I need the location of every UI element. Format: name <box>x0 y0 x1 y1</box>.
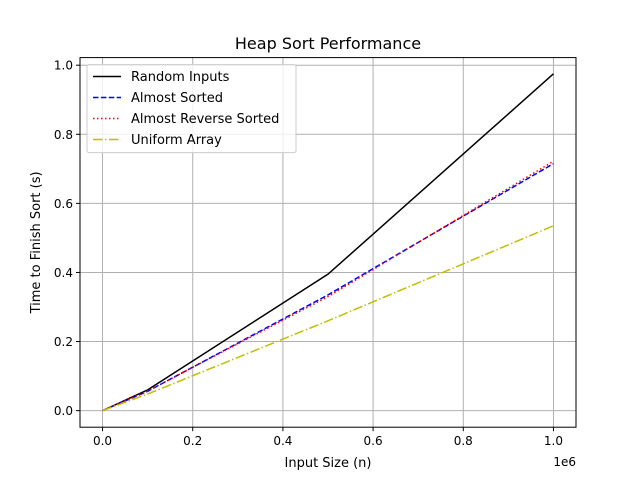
y-tick-label: 0.4 <box>54 266 73 280</box>
y-tick-label: 0.0 <box>54 404 73 418</box>
x-axis-offset-label: 1e6 <box>553 455 576 469</box>
series-line-almost-reverse-sorted <box>102 160 554 412</box>
plot-area-frame <box>79 57 577 428</box>
legend: Random Inputs Almost Sorted Almost Reverse… <box>86 64 297 154</box>
x-tick-label: 0.8 <box>454 434 473 448</box>
series-line-almost-sorted <box>102 162 554 412</box>
legend-label-random-inputs: Random Inputs <box>131 70 230 85</box>
x-tick-label: 1.0 <box>544 434 563 448</box>
x-axis-label: Input Size (n) <box>285 456 372 471</box>
y-tick-label: 1.0 <box>54 59 73 73</box>
legend-box <box>86 64 297 154</box>
legend-label-almost-sorted: Almost Sorted <box>131 91 223 106</box>
x-tick-label: 0.4 <box>273 434 292 448</box>
y-axis-label: Time to Finish Sort (s) <box>29 171 44 314</box>
series-line-uniform-array <box>102 225 554 412</box>
y-tick-label: 0.2 <box>54 335 73 349</box>
x-tick-label: 0.6 <box>364 434 383 448</box>
series-lines <box>102 73 554 412</box>
legend-label-almost-reverse-sorted: Almost Reverse Sorted <box>131 112 279 127</box>
chart-title: Heap Sort Performance <box>235 34 421 53</box>
axis-ticks: 0.0 0.2 0.4 0.6 0.8 1.0 0.0 0.2 0.4 0.6 0.8 1.0 <box>54 59 563 449</box>
legend-label-uniform-array: Uniform Array <box>131 133 222 148</box>
y-tick-label: 0.6 <box>54 197 73 211</box>
x-tick-label: 0.0 <box>93 434 112 448</box>
y-tick-label: 0.8 <box>54 128 73 142</box>
x-tick-label: 0.2 <box>183 434 202 448</box>
